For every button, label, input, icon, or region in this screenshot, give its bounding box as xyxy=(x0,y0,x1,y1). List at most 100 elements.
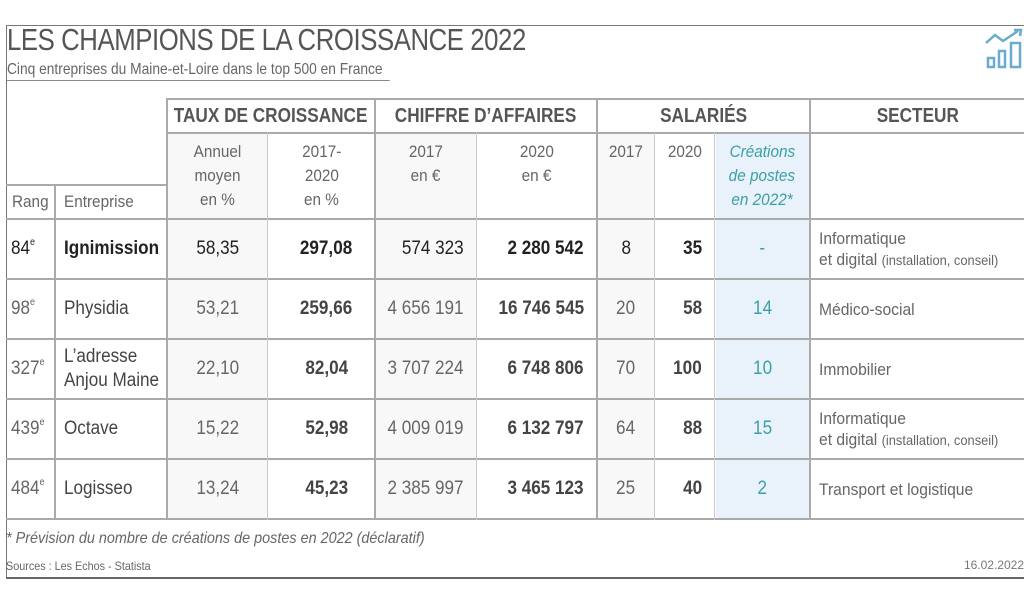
creations-cell: - xyxy=(759,238,766,259)
grid-line xyxy=(6,458,1024,460)
grid-line xyxy=(6,184,168,186)
header-chiffre-affaires: CHIFFRE D’AFFAIRES xyxy=(395,104,577,127)
sector-cell: Informatique et digital (installation, co… xyxy=(819,220,1024,278)
ca2020-cell: 2 280 542 xyxy=(507,238,584,259)
rank-value: 84 xyxy=(11,238,31,259)
creations-column-bg xyxy=(716,134,810,519)
company-name-line: Logisseo xyxy=(64,478,133,499)
company-name: Logisseo xyxy=(56,460,166,518)
creations-cell: 14 xyxy=(752,298,773,319)
sector-label-line2: et digital xyxy=(819,429,878,449)
rank-value: 98 xyxy=(11,298,31,319)
header-ca-2020: 2020 en € xyxy=(477,140,596,214)
grid-line xyxy=(374,98,376,520)
annuel-cell: 53,21 xyxy=(196,298,239,319)
header-line: en % xyxy=(304,190,339,209)
annuel-cell: 58,35 xyxy=(196,238,239,259)
publication-date: 16.02.2022 xyxy=(963,558,1024,572)
sal2017-cell: 20 xyxy=(616,298,636,319)
sector-label: Informatique xyxy=(819,408,906,428)
sector-cell: Informatique et digital (installation, co… xyxy=(819,400,1024,458)
periode-cell: 259,66 xyxy=(300,298,353,319)
header-annuel-moyen: Annuel moyen en % xyxy=(168,140,267,214)
creations-cell: 15 xyxy=(752,418,773,439)
sector-label: Informatique xyxy=(819,228,906,248)
sector-cell: Transport et logistique xyxy=(819,460,1024,518)
header-line: Créations xyxy=(729,142,795,161)
sector-label: Médico-social xyxy=(819,299,915,319)
company-name-line: Anjou Maine xyxy=(64,370,160,391)
grid-line xyxy=(6,398,1024,400)
annuel-cell: 22,10 xyxy=(196,358,239,379)
grid-line xyxy=(596,98,598,520)
grid-line xyxy=(267,132,268,520)
rank-value: 327 xyxy=(11,358,40,379)
rank-suffix: e xyxy=(39,357,45,368)
header-line: 2020 xyxy=(519,142,554,161)
rank-value: 439 xyxy=(11,418,40,439)
header-line: 2017 xyxy=(408,142,444,161)
company-name-line: L’adresse xyxy=(64,346,138,367)
periode-cell: 297,08 xyxy=(300,238,353,259)
sector-label: Transport et logistique xyxy=(819,479,974,499)
sal2020-cell: 100 xyxy=(673,358,702,379)
sal2017-cell: 64 xyxy=(616,418,636,439)
creations-cell: 2 xyxy=(757,478,768,499)
chart-growth-icon xyxy=(985,28,1023,69)
ca2020-cell: 3 465 123 xyxy=(507,478,584,499)
header-line: en % xyxy=(200,190,235,209)
sal2020-cell: 35 xyxy=(682,238,702,259)
ca2017-cell: 4 009 019 xyxy=(387,418,464,439)
header-2017-2020: 2017- 2020 en % xyxy=(269,140,374,214)
periode-cell: 45,23 xyxy=(305,478,348,499)
annuel-column-bg xyxy=(168,134,268,519)
grid-line xyxy=(6,338,1024,340)
sector-label: Immobilier xyxy=(819,359,892,379)
rank-cell: 98e xyxy=(11,297,36,320)
header-line: en € xyxy=(521,166,552,185)
sal2020-cell: 88 xyxy=(682,418,702,439)
sal2020-cell: 40 xyxy=(682,478,702,499)
ca2020-cell: 6 748 806 xyxy=(507,358,584,379)
header-taux-de-croissance: TAUX DE CROISSANCE xyxy=(174,104,368,127)
header-line: en € xyxy=(411,166,441,185)
header-line: 2017- xyxy=(301,142,342,161)
sal2017-cell: 25 xyxy=(616,478,636,499)
company-name-line: Octave xyxy=(64,418,119,439)
rank-suffix: e xyxy=(30,297,36,308)
header-line: Annuel xyxy=(193,142,242,161)
grid-line xyxy=(6,278,1024,280)
header-line: de postes xyxy=(728,166,796,185)
header-sal-2020: 2020 xyxy=(667,142,702,161)
company-name: Physidia xyxy=(56,280,166,338)
page-subtitle: Cinq entreprises du Maine-et-Loire dans … xyxy=(7,61,390,81)
ca2020-cell: 6 132 797 xyxy=(507,418,584,439)
sal2017-column-bg xyxy=(598,134,655,519)
grid-line xyxy=(166,98,168,520)
company-name: Octave xyxy=(56,400,166,458)
annuel-cell: 13,24 xyxy=(196,478,239,499)
sector-detail: (installation, conseil) xyxy=(881,431,999,448)
header-rang: Rang xyxy=(12,192,49,211)
rank-cell: 84e xyxy=(11,237,36,260)
grid-line xyxy=(6,218,1024,220)
annuel-cell: 15,22 xyxy=(196,418,239,439)
periode-cell: 52,98 xyxy=(305,418,348,439)
sal2017-cell: 8 xyxy=(621,238,631,259)
rank-suffix: e xyxy=(30,237,36,248)
ca2017-cell: 2 385 997 xyxy=(387,478,464,499)
sector-cell: Immobilier xyxy=(819,340,1024,398)
ca2017-cell: 574 323 xyxy=(402,238,464,259)
grid-line xyxy=(714,132,715,520)
header-line: en 2022* xyxy=(731,190,793,209)
company-name: Ignimission xyxy=(56,220,166,278)
header-sal-2017: 2017 xyxy=(608,142,644,161)
infographic-frame xyxy=(6,25,1024,579)
company-name-line: Ignimission xyxy=(64,238,160,259)
rank-suffix: e xyxy=(39,417,45,428)
sal2017-cell: 70 xyxy=(616,358,636,379)
sector-label-line2: et digital xyxy=(819,249,878,269)
rank-cell: 439e xyxy=(11,417,45,440)
sources: Sources : Les Echos - Statista xyxy=(6,559,151,573)
ca2017-column-bg xyxy=(376,134,477,519)
